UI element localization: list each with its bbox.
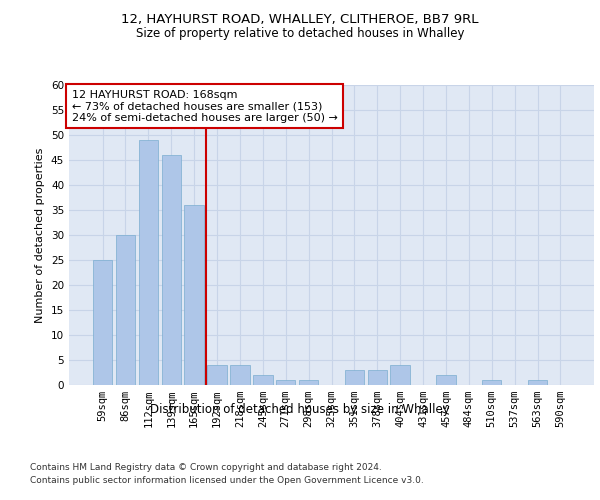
Bar bbox=[93, 260, 112, 385]
Bar bbox=[299, 380, 319, 385]
Bar bbox=[528, 380, 547, 385]
Bar bbox=[161, 155, 181, 385]
Text: Distribution of detached houses by size in Whalley: Distribution of detached houses by size … bbox=[150, 402, 450, 415]
Bar bbox=[208, 365, 227, 385]
Bar bbox=[116, 235, 135, 385]
Bar bbox=[344, 370, 364, 385]
Text: Contains HM Land Registry data © Crown copyright and database right 2024.: Contains HM Land Registry data © Crown c… bbox=[30, 462, 382, 471]
Bar bbox=[436, 375, 455, 385]
Bar bbox=[230, 365, 250, 385]
Text: 12 HAYHURST ROAD: 168sqm
← 73% of detached houses are smaller (153)
24% of semi-: 12 HAYHURST ROAD: 168sqm ← 73% of detach… bbox=[71, 90, 337, 122]
Bar bbox=[253, 375, 272, 385]
Text: Size of property relative to detached houses in Whalley: Size of property relative to detached ho… bbox=[136, 28, 464, 40]
Bar bbox=[139, 140, 158, 385]
Bar bbox=[184, 205, 204, 385]
Bar bbox=[276, 380, 295, 385]
Bar bbox=[482, 380, 502, 385]
Y-axis label: Number of detached properties: Number of detached properties bbox=[35, 148, 46, 322]
Text: 12, HAYHURST ROAD, WHALLEY, CLITHEROE, BB7 9RL: 12, HAYHURST ROAD, WHALLEY, CLITHEROE, B… bbox=[121, 12, 479, 26]
Bar bbox=[368, 370, 387, 385]
Bar bbox=[391, 365, 410, 385]
Text: Contains public sector information licensed under the Open Government Licence v3: Contains public sector information licen… bbox=[30, 476, 424, 485]
